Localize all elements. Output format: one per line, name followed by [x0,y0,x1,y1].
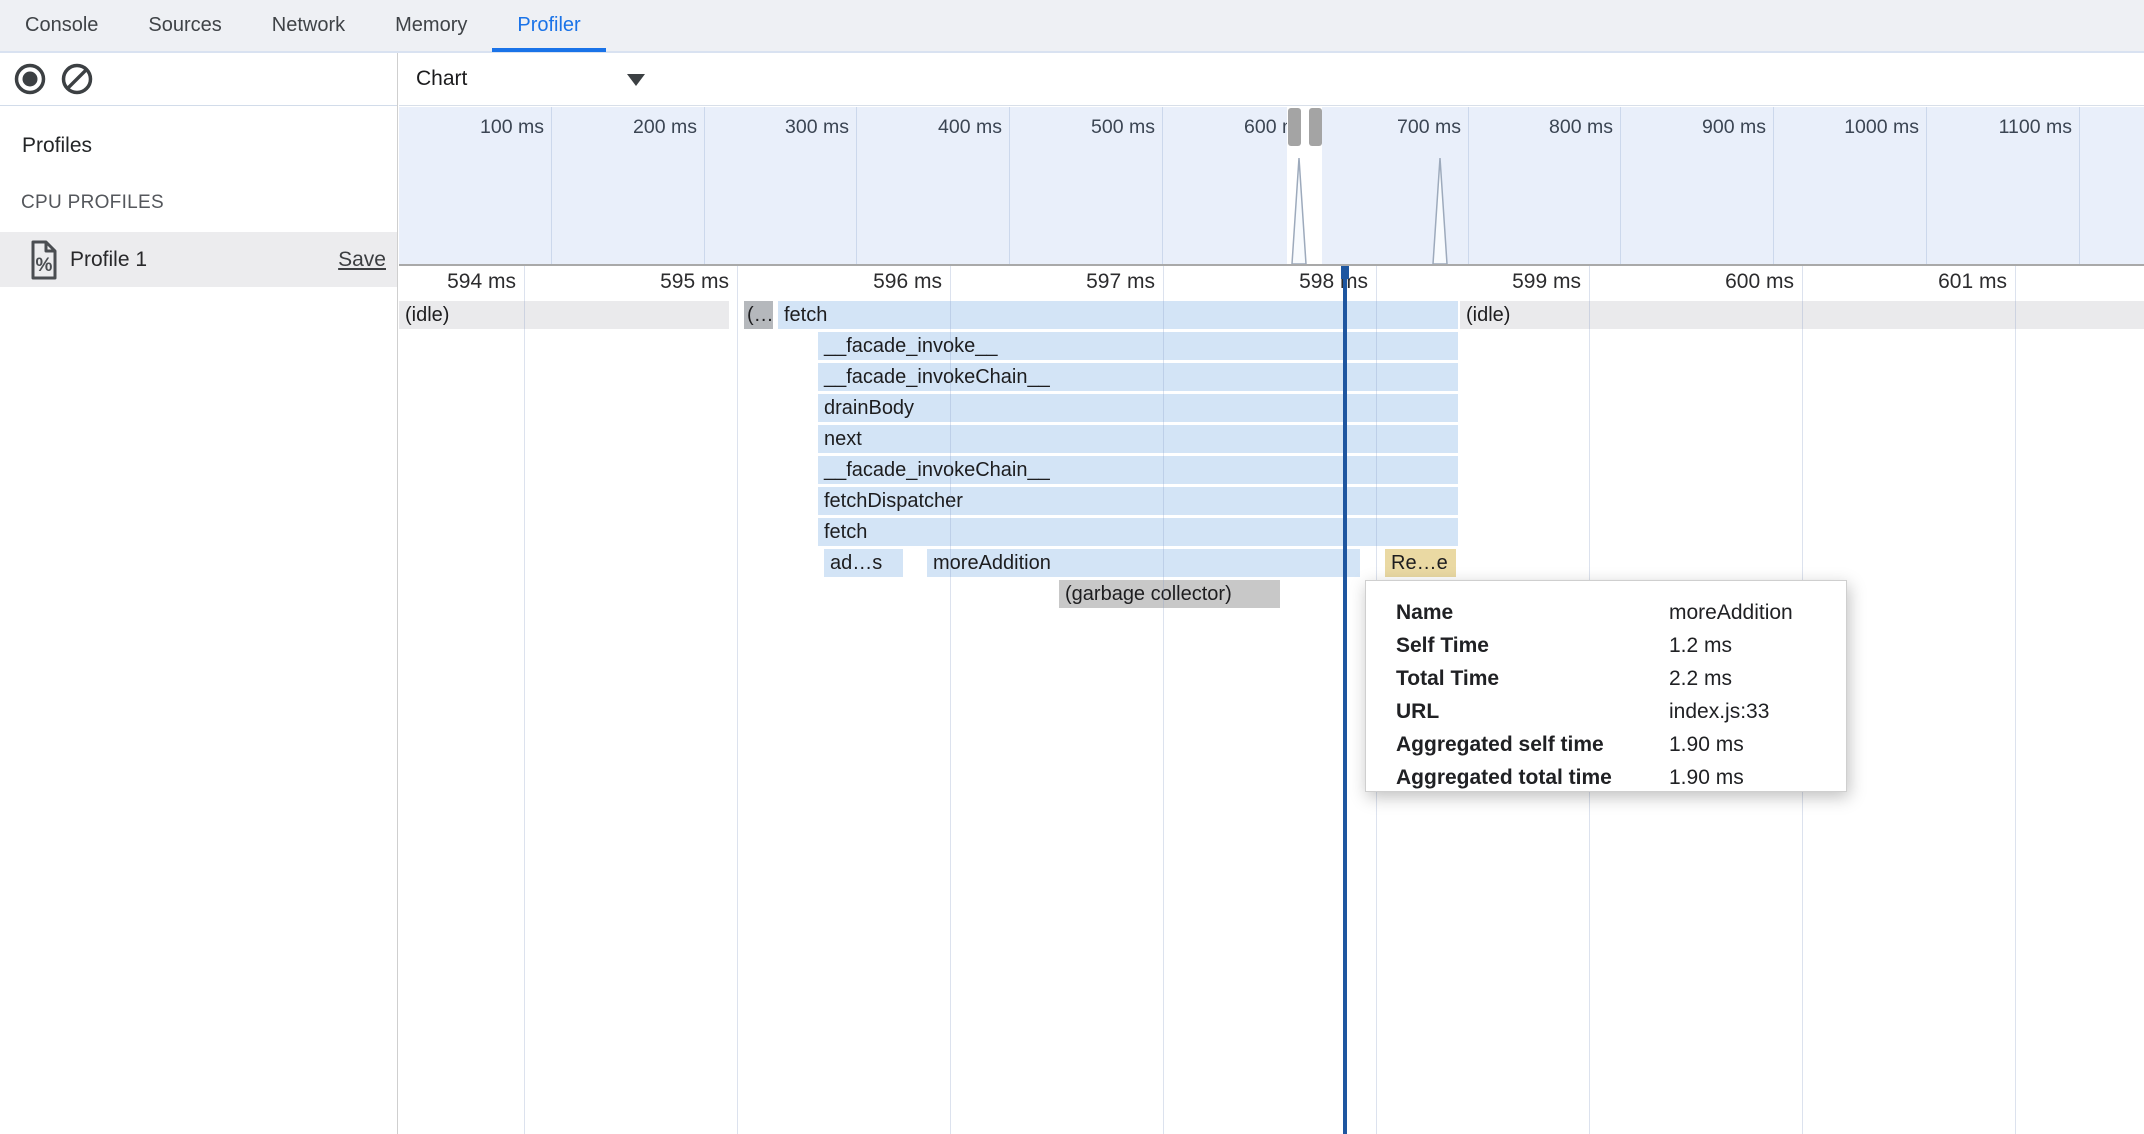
tooltip-value: moreAddition [1669,600,1793,624]
ruler-tick-label: 601 ms [1938,270,2007,293]
tooltip-label: Name [1396,600,1454,624]
tooltip-row: Aggregated total time 1.90 ms [1366,761,1846,794]
flame-frame[interactable]: fetch [818,518,1458,546]
flame-frame[interactable]: next [818,425,1458,453]
flame-frame[interactable]: ad…s [824,549,903,577]
flame-frame[interactable]: fetch [778,301,1458,329]
tab-console[interactable]: Console [25,14,99,36]
tooltip-row: Aggregated self time 1.90 ms [1366,728,1846,761]
overview-baseline [399,264,2144,266]
overview-divider [2079,107,2080,264]
overview-timeline[interactable]: 100 ms 200 ms 300 ms 400 ms 500 ms 600 ms 700 … [399,107,2144,266]
tooltip-label: Self Time [1396,633,1489,657]
overview-tick-label: 800 ms [1549,116,1613,138]
ruler-tick-label: 599 ms [1512,270,1581,293]
view-mode-dropdown[interactable]: Chart [416,67,468,90]
overview-tick-label: 200 ms [633,116,697,138]
tooltip-label: Aggregated self time [1396,732,1604,756]
tooltip-value: index.js:33 [1669,699,1770,723]
tooltip-label: Total Time [1396,666,1500,690]
overview-divider [1620,107,1621,264]
flame-frame[interactable]: Re…e [1385,549,1456,577]
tooltip-row: URL index.js:33 [1366,695,1846,728]
tooltip-value: 2.2 ms [1669,666,1733,690]
tooltip-value: 1.90 ms [1669,732,1744,756]
record-profile-button[interactable] [13,62,47,96]
overview-divider [1468,107,1469,264]
tab-memory[interactable]: Memory [395,14,468,36]
frame-details-tooltip: Name moreAddition Self Time 1.2 ms Total Tim… [1365,580,1847,792]
overview-tick-label: 300 ms [785,116,849,138]
overview-tick-label: 1000 ms [1844,116,1919,138]
clear-profiles-icon[interactable] [60,62,94,96]
profiles-toolbar [0,53,397,106]
overview-divider [551,107,552,264]
flame-frame[interactable]: __facade_invokeChain__ [818,363,1458,391]
gridline [1163,266,1164,1134]
gridline [950,266,951,1134]
cpu-activity-graph [1291,157,1448,264]
time-ruler: 594 ms 595 ms 596 ms 597 ms 598 ms 599 ms 600 … [399,266,2144,300]
overview-divider [704,107,705,264]
overview-tick-label: 1100 ms [1998,116,2072,138]
overview-divider [1162,107,1163,264]
flame-frame[interactable]: __facade_invoke__ [818,332,1458,360]
overview-divider [1926,107,1927,264]
overview-tick-label: 700 ms [1397,116,1461,138]
flame-chart: (idle) (… fetch (idle) __facade_invoke__ __fa… [399,53,2144,1134]
flame-frame[interactable]: drainBody [818,394,1458,422]
flame-frame[interactable]: (idle) [399,301,729,329]
selection-handle-right[interactable] [1309,108,1322,146]
overview-tick-label: 400 ms [938,116,1002,138]
profile-document-icon: % [31,240,57,280]
save-profile-link[interactable]: Save [338,248,386,271]
flame-frame[interactable]: moreAddition [927,549,1360,577]
ruler-tick-label: 597 ms [1086,270,1155,293]
flame-frame[interactable]: fetchDispatcher [818,487,1458,515]
tooltip-value: 1.90 ms [1669,765,1744,789]
tooltip-row: Self Time 1.2 ms [1366,629,1846,662]
profiles-sidebar: Profiles CPU PROFILES % Profile 1 Save [0,53,398,1134]
overview-tick-label: 900 ms [1702,116,1766,138]
flame-frame[interactable]: (garbage collector) [1059,580,1280,608]
ruler-tick-label: 600 ms [1725,270,1794,293]
selection-handle-left[interactable] [1288,108,1301,146]
tooltip-row: Total Time 2.2 ms [1366,662,1846,695]
overview-tick-label: 500 ms [1091,116,1155,138]
tab-profiler[interactable]: Profiler [492,0,607,52]
overview-divider [1009,107,1010,264]
svg-text:%: % [36,255,53,276]
gridline [524,266,525,1134]
gridline [2015,266,2016,1134]
chart-toolbar: Chart [399,53,2144,106]
overview-divider [856,107,857,264]
cpu-profiles-section-header: CPU PROFILES [21,192,164,213]
tooltip-label: Aggregated total time [1396,765,1612,789]
tooltip-value: 1.2 ms [1669,633,1733,657]
profile-name: Profile 1 [70,248,148,271]
flame-frame[interactable]: __facade_invokeChain__ [818,456,1458,484]
profiler-main-area: Chart 100 ms 200 ms 300 ms 400 ms 500 ms 600 … [399,53,2144,1134]
flame-frame[interactable]: (idle) [1460,301,2144,329]
gridline [737,266,738,1134]
chevron-down-icon [627,74,645,86]
ruler-tick-label: 594 ms [447,270,516,293]
overview-divider [1773,107,1774,264]
flame-frame[interactable]: (… [744,301,773,329]
overview-tick-label: 100 ms [480,116,544,138]
profiles-header: Profiles [22,134,93,157]
tab-network[interactable]: Network [271,14,346,36]
tab-bar: Console Sources Network Memory Profiler [0,0,2144,53]
tooltip-row: Name moreAddition [1366,596,1846,629]
profile-list-item[interactable]: % Profile 1 Save [0,232,397,287]
ruler-tick-label: 598 ms [1299,270,1368,293]
tooltip-label: URL [1396,699,1440,723]
ruler-tick-label: 595 ms [660,270,729,293]
tab-sources[interactable]: Sources [148,14,222,36]
playhead-line [1343,266,1347,1134]
ruler-tick-label: 596 ms [873,270,942,293]
